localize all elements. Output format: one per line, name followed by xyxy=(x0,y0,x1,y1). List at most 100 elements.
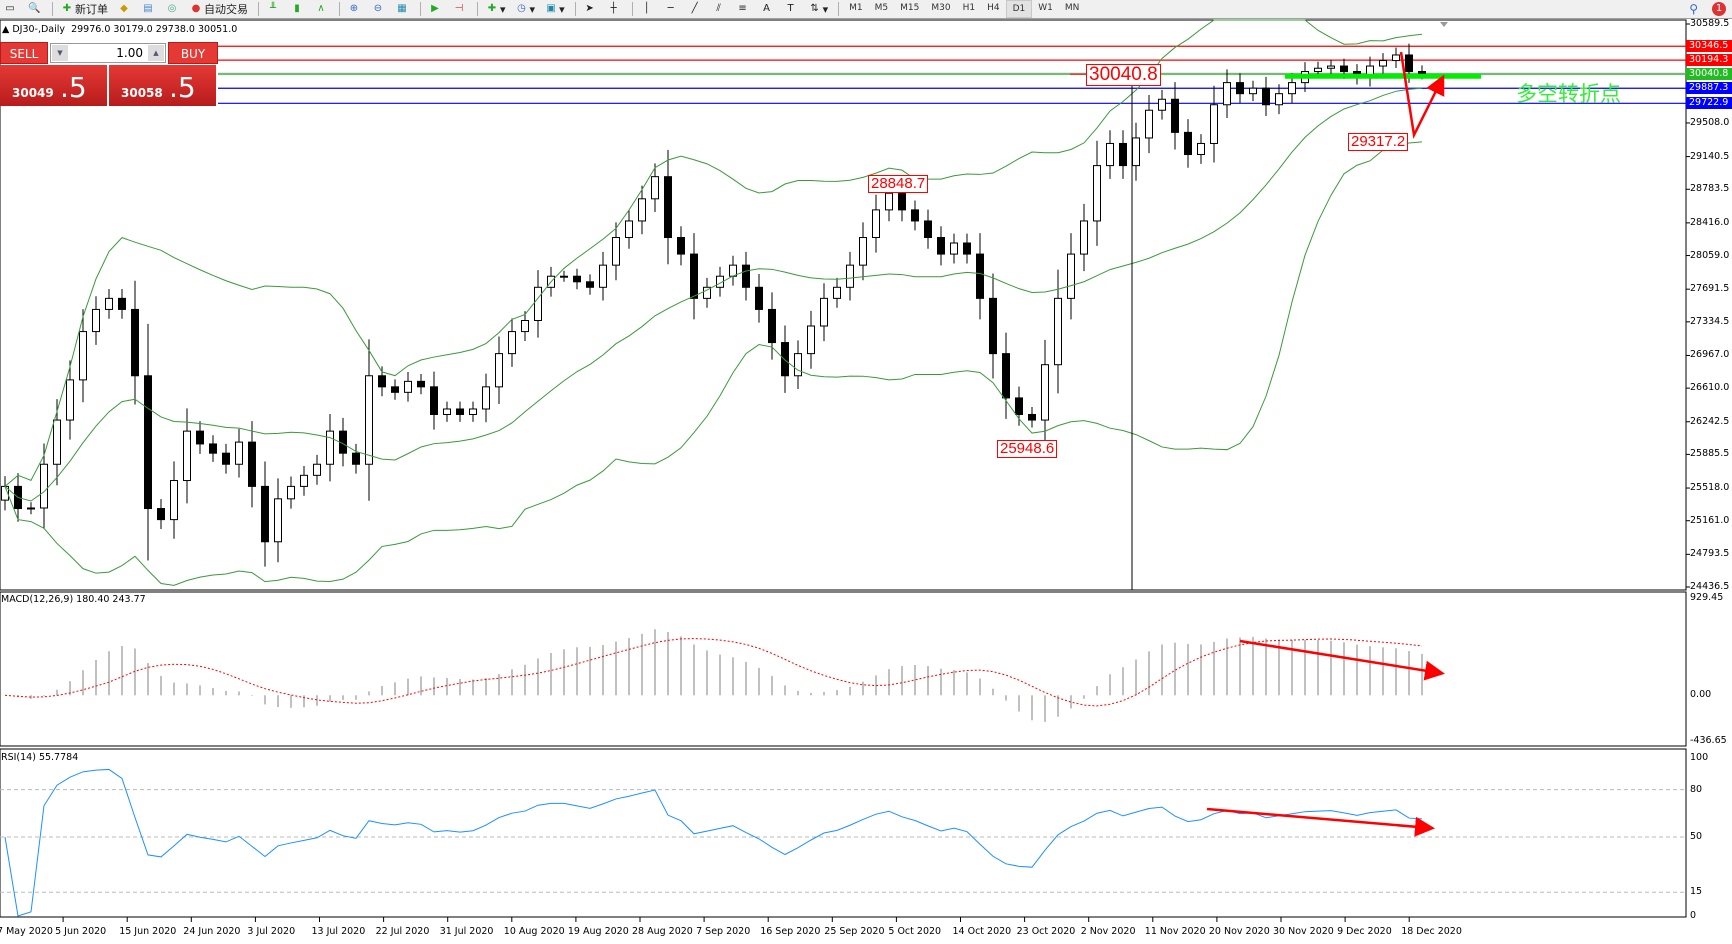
timeframe-h1[interactable]: H1 xyxy=(962,3,976,13)
cursor-button[interactable]: ➤ xyxy=(580,1,602,17)
horizontal-line-icon: ─ xyxy=(667,3,674,14)
price-tick-label: 29140.5 xyxy=(1690,150,1730,162)
macd-tick-label: -436.65 xyxy=(1690,735,1727,746)
time-axis-label: 11 Nov 2020 xyxy=(1144,926,1206,937)
candle-body xyxy=(677,237,685,255)
templates-button[interactable]: ▣ ▾ xyxy=(546,2,565,16)
search-icon[interactable]: ⚲ xyxy=(1689,2,1698,16)
price-tick-label: 25885.5 xyxy=(1690,448,1730,460)
navigator-button[interactable]: ▤ xyxy=(138,1,160,17)
timeframe-m30[interactable]: M30 xyxy=(931,3,951,13)
sell-price-button[interactable]: 30049 .5 xyxy=(0,65,107,106)
time-axis-label: 16 Sep 2020 xyxy=(760,926,821,937)
periods-button[interactable]: ◷ ▾ xyxy=(517,2,536,16)
timeframe-h4[interactable]: H4 xyxy=(987,3,1000,13)
candle-body xyxy=(1236,82,1244,95)
rsi-tick-label: 0 xyxy=(1690,910,1697,921)
macd-label: MACD(12,26,9) 180.40 243.77 xyxy=(1,594,146,605)
candle xyxy=(1171,82,1179,150)
candle xyxy=(729,255,737,286)
new-chart-button[interactable]: ▭ xyxy=(0,1,22,17)
arrows-button[interactable]: ⇅ ▾ xyxy=(810,2,829,16)
vertical-line-button[interactable]: │ xyxy=(637,1,659,17)
zoom-properties-button[interactable]: 🔍 xyxy=(24,1,46,17)
candle xyxy=(261,461,269,567)
signal-button[interactable]: ◎ xyxy=(162,1,184,17)
bar-chart-button[interactable]: ╨ xyxy=(263,1,285,17)
candle-body xyxy=(1132,137,1140,167)
candle xyxy=(1262,76,1270,117)
zoom-out-button[interactable]: ⊖ xyxy=(368,1,390,17)
time-axis-label: 3 Jul 2020 xyxy=(247,926,296,937)
candlestick-button[interactable]: ▮ xyxy=(287,1,309,17)
candle xyxy=(313,454,321,485)
tile-windows-button[interactable]: ▦ xyxy=(392,1,414,17)
candle-body xyxy=(937,237,945,255)
price-tick-label: 29508.0 xyxy=(1690,116,1730,128)
candle-body xyxy=(508,331,516,355)
text-icon: A xyxy=(763,3,771,14)
decrease-lot-button[interactable]: ▼ xyxy=(52,45,68,61)
candle-body xyxy=(118,297,126,310)
trendline-button[interactable]: ╱ xyxy=(685,1,707,17)
reversal-arrow xyxy=(1399,51,1445,140)
candle-body xyxy=(911,209,919,222)
candle xyxy=(690,233,698,320)
indicators-button[interactable]: ✚ ▾ xyxy=(487,2,506,16)
candle-body xyxy=(521,320,529,333)
text-button[interactable]: A xyxy=(757,1,779,17)
notification-badge[interactable]: 1 xyxy=(1712,2,1726,16)
candle xyxy=(768,292,776,360)
buy-button[interactable]: BUY xyxy=(168,42,218,64)
candle xyxy=(1366,56,1374,87)
timeframe-m1[interactable]: M1 xyxy=(849,3,863,13)
candle xyxy=(976,233,984,320)
auto-scroll-button[interactable]: ▶ xyxy=(425,1,447,17)
horizontal-line-button[interactable]: ─ xyxy=(661,1,683,17)
candle xyxy=(1249,80,1257,102)
timeframe-m15[interactable]: M15 xyxy=(900,3,920,13)
timeframe-mn[interactable]: MN xyxy=(1064,3,1080,13)
time-axis-label: 19 Aug 2020 xyxy=(567,926,629,937)
candle-body xyxy=(1080,220,1088,255)
candle xyxy=(1106,130,1114,179)
candle-body xyxy=(976,253,984,299)
chart-shift-icon: ⊣ xyxy=(454,3,464,14)
price-tick-label: 24436.5 xyxy=(1690,581,1730,592)
price-tick-label: 27691.5 xyxy=(1690,283,1730,295)
sell-button[interactable]: SELL xyxy=(0,42,48,64)
new-order-button[interactable]: ✚ 新订单 xyxy=(57,1,112,17)
text-label-button[interactable]: T xyxy=(781,1,803,17)
timeframe-d1[interactable]: D1 xyxy=(1005,0,1033,18)
lot-size-input[interactable]: ▼ 1.00 ▲ xyxy=(50,43,166,63)
candle-body xyxy=(417,380,425,388)
candle-body xyxy=(222,452,230,465)
rsi-tick-label: 50 xyxy=(1690,831,1703,842)
candle xyxy=(144,323,152,561)
candle xyxy=(391,379,399,400)
auto-trading-button[interactable]: ● 自动交易 xyxy=(186,1,252,17)
rsi-tick-label: 80 xyxy=(1690,783,1703,795)
candle xyxy=(534,270,542,338)
rsi-panel-frame xyxy=(0,748,1687,918)
candle xyxy=(1093,140,1101,246)
line-chart-button[interactable]: ∧ xyxy=(311,1,333,17)
fibonacci-button[interactable]: ≡ xyxy=(733,1,755,17)
toolbar-divider xyxy=(52,2,53,16)
zoom-in-button[interactable]: ⊕ xyxy=(344,1,366,17)
market-watch-button[interactable]: ◆ xyxy=(114,1,136,17)
buy-price-button[interactable]: 30058 .5 xyxy=(109,65,216,106)
timeframe-w1[interactable]: W1 xyxy=(1038,3,1053,13)
candle-body xyxy=(1340,65,1348,73)
timeframe-m5[interactable]: M5 xyxy=(874,3,889,13)
increase-lot-button[interactable]: ▲ xyxy=(148,45,164,61)
time-axis-label: 14 Oct 2020 xyxy=(952,926,1012,937)
candle-body xyxy=(651,176,659,200)
time-axis-label: 20 Nov 2020 xyxy=(1208,926,1270,937)
chart-shift-button[interactable]: ⊣ xyxy=(449,1,471,17)
crosshair-button[interactable]: ┼ xyxy=(604,1,626,17)
time-axis-label: 18 Dec 2020 xyxy=(1401,926,1462,937)
channel-button[interactable]: ⫽ xyxy=(709,1,731,17)
candle-body xyxy=(989,297,997,355)
